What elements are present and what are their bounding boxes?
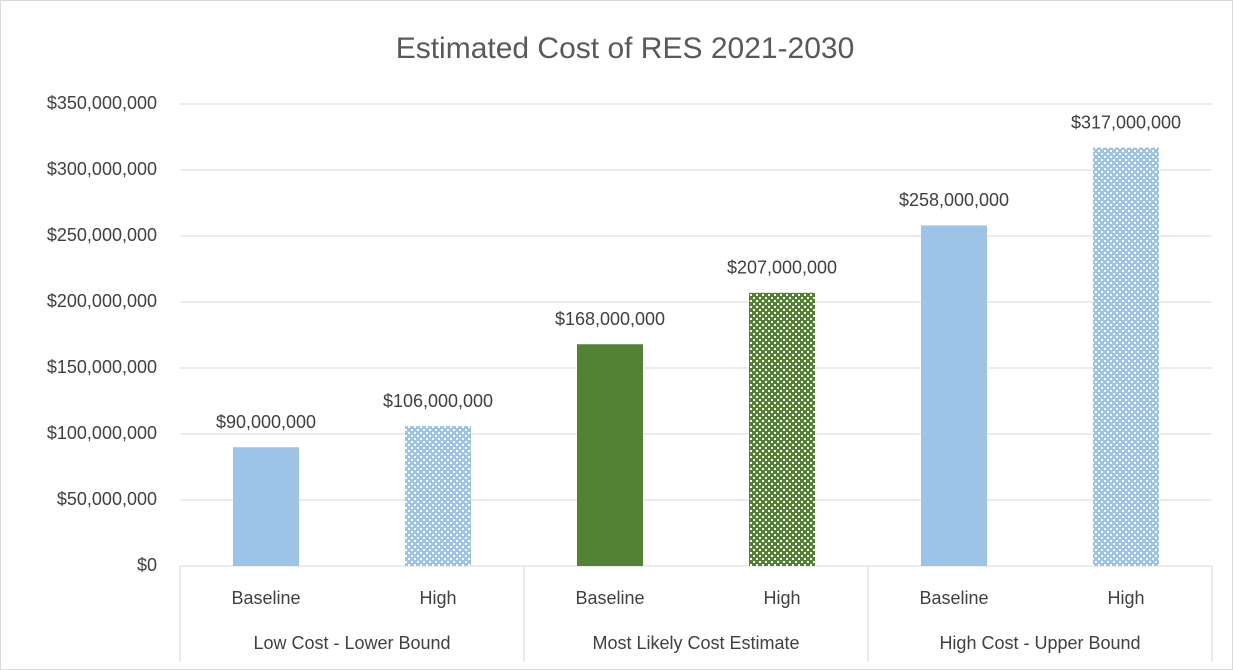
data-label: $317,000,000: [1071, 112, 1181, 132]
y-tick-label: $0: [137, 555, 157, 575]
y-tick-label: $300,000,000: [47, 159, 157, 179]
x-tick-label: Baseline: [919, 588, 988, 608]
y-tick-label: $250,000,000: [47, 225, 157, 245]
x-tick-label: High: [763, 588, 800, 608]
x-tick-label: High: [1107, 588, 1144, 608]
bar: [405, 426, 471, 566]
y-tick-label: $150,000,000: [47, 357, 157, 377]
data-label: $168,000,000: [555, 309, 665, 329]
bar: [577, 344, 643, 566]
bar: [749, 292, 815, 566]
x-tick-label: Baseline: [575, 588, 644, 608]
chart-title: Estimated Cost of RES 2021-2030: [396, 32, 855, 65]
bar: [1093, 147, 1159, 566]
x-group-label: Low Cost - Lower Bound: [253, 633, 450, 653]
data-label: $207,000,000: [727, 258, 837, 278]
y-tick-label: $350,000,000: [47, 93, 157, 113]
data-label: $106,000,000: [383, 391, 493, 411]
data-label: $90,000,000: [216, 412, 316, 432]
y-tick-label: $50,000,000: [57, 489, 157, 509]
x-group-label: High Cost - Upper Bound: [939, 633, 1140, 653]
y-tick-label: $100,000,000: [47, 423, 157, 443]
y-tick-label: $200,000,000: [47, 291, 157, 311]
data-label: $258,000,000: [899, 190, 1009, 210]
x-tick-label: High: [419, 588, 456, 608]
bar: [921, 225, 987, 566]
x-tick-label: Baseline: [231, 588, 300, 608]
x-group-label: Most Likely Cost Estimate: [592, 633, 799, 653]
bar: [233, 447, 299, 566]
